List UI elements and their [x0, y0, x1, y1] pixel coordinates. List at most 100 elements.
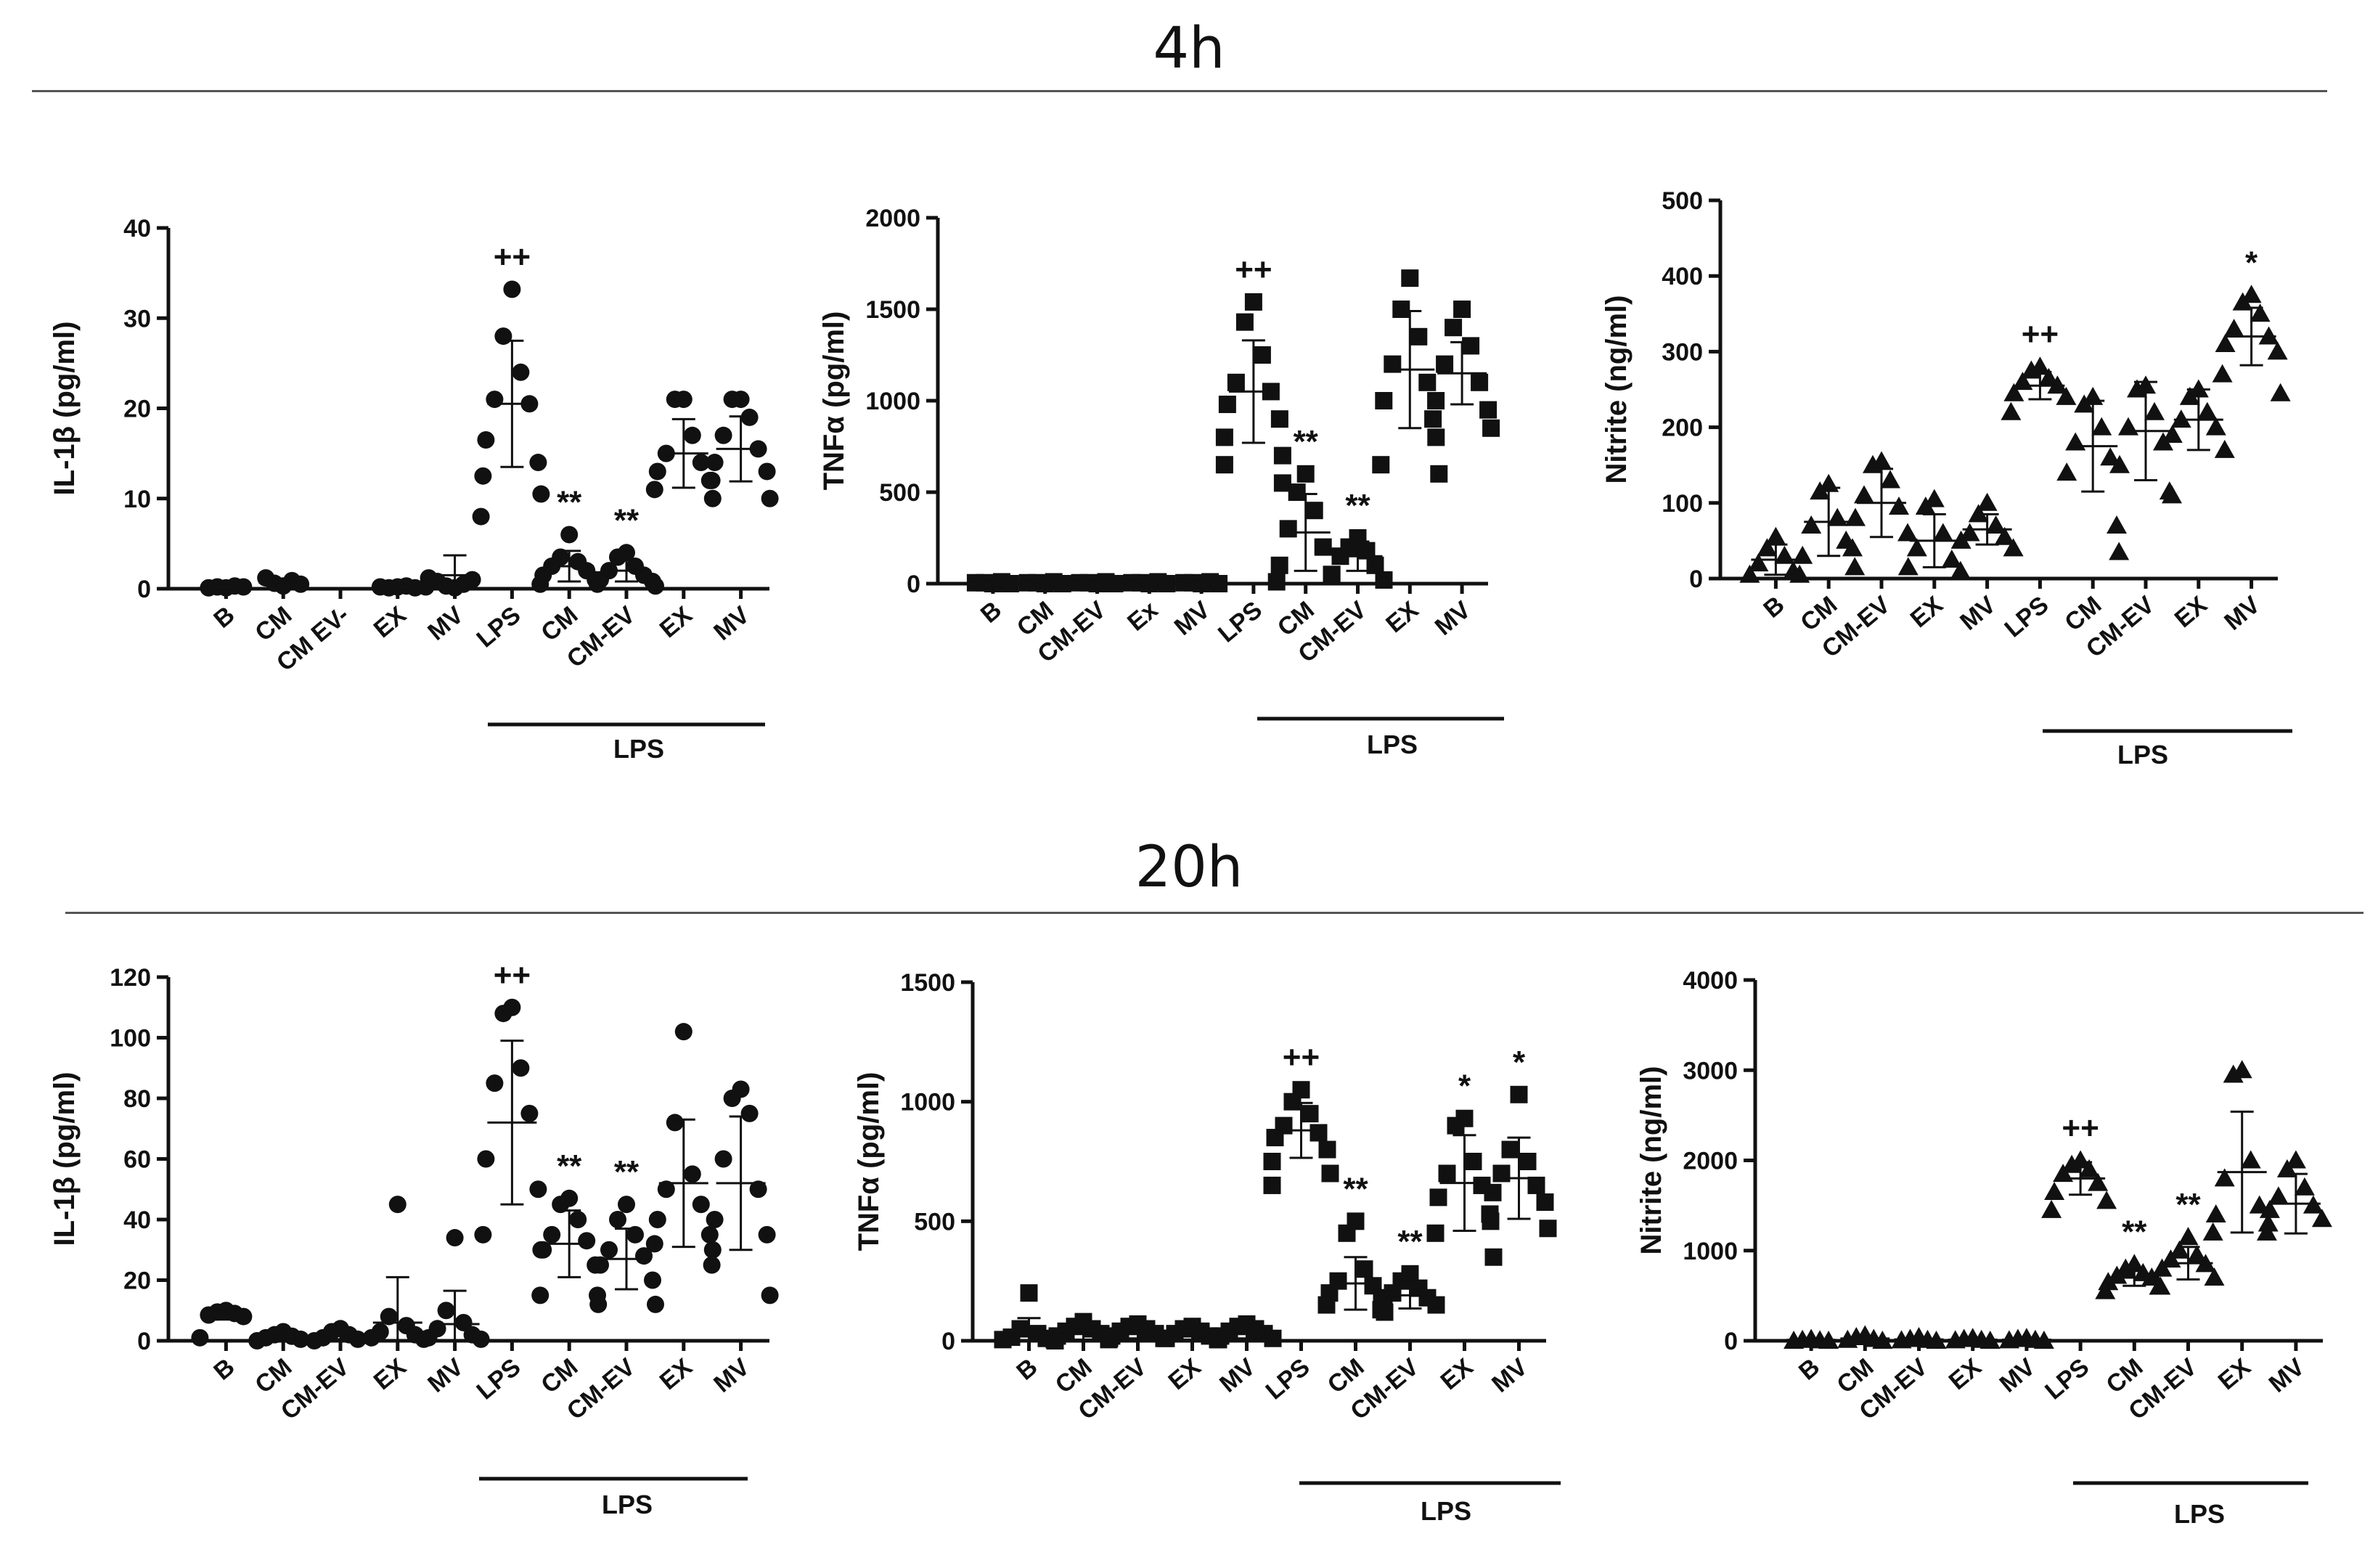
data-point	[1748, 553, 1769, 572]
data-point	[2127, 379, 2147, 398]
significance-label: ++	[1235, 252, 1272, 287]
data-point	[474, 1225, 492, 1244]
y-axis-label: Nitrite (ng/ml)	[1601, 295, 1633, 484]
y-tick-label: 400	[1662, 263, 1703, 290]
x-category-label: B	[976, 596, 1007, 629]
data-point	[2240, 1150, 2261, 1169]
y-tick-label: 4000	[1683, 967, 1738, 995]
data-point	[2115, 1258, 2136, 1277]
data-point	[645, 1235, 663, 1253]
data-point	[2001, 401, 2022, 420]
y-tick-label: 500	[879, 479, 920, 507]
x-category-label: MV	[1995, 1353, 2041, 1398]
data-point	[2041, 1199, 2062, 1218]
data-point	[692, 454, 710, 472]
x-category-label: EX	[369, 601, 412, 643]
data-point	[477, 430, 495, 449]
data-point	[2186, 1244, 2207, 1263]
y-tick-label: 80	[123, 1085, 151, 1113]
y-tick-label: 1000	[865, 388, 920, 415]
data-point	[2152, 1258, 2173, 1277]
data-point	[683, 426, 701, 444]
significance-label: **	[557, 484, 582, 520]
significance-label: ++	[1283, 1040, 1320, 1075]
data-point	[472, 1330, 490, 1348]
y-tick-label: 1000	[900, 1089, 955, 1116]
y-tick-label: 20	[123, 1267, 151, 1295]
data-point	[1427, 1296, 1445, 1314]
data-point	[1462, 337, 1480, 355]
data-point	[1244, 293, 1262, 311]
data-point	[2259, 1199, 2280, 1218]
data-point	[2205, 417, 2226, 436]
data-point	[1842, 538, 1863, 557]
data-point	[2065, 432, 2086, 451]
x-category-label: EX	[369, 1353, 412, 1395]
data-point	[1739, 564, 1760, 583]
data-point	[1810, 481, 1831, 500]
data-point	[1539, 1220, 1557, 1238]
data-point	[1218, 396, 1236, 414]
y-tick-label: 40	[123, 1206, 151, 1234]
data-point	[1536, 1193, 1554, 1211]
data-point	[1897, 523, 1918, 542]
y-tick-label: 60	[123, 1146, 151, 1174]
significance-label: **	[1397, 1224, 1423, 1259]
data-point	[531, 1286, 549, 1304]
data-point	[292, 575, 310, 593]
x-category-label: EX	[1944, 1353, 1987, 1395]
data-point	[503, 280, 521, 298]
data-point	[1020, 1284, 1038, 1302]
x-category-label: MV	[708, 601, 755, 646]
data-point	[1464, 1153, 1482, 1170]
data-point	[2249, 1195, 2270, 1214]
x-category-label: LPS	[471, 601, 526, 653]
group-label: LPS	[602, 1490, 653, 1519]
data-point	[2256, 1222, 2277, 1241]
data-point	[1950, 530, 1972, 549]
data-point	[1994, 526, 2015, 545]
data-point	[1401, 269, 1419, 287]
data-point	[723, 1090, 741, 1107]
y-tick-label: 2000	[1683, 1148, 1738, 1175]
data-point	[494, 1005, 512, 1023]
x-category-label: Ex	[1122, 596, 1163, 637]
significance-label: **	[614, 502, 640, 538]
data-point	[1792, 545, 1813, 564]
data-point	[1372, 456, 1390, 474]
data-point	[532, 485, 550, 503]
data-point	[2162, 425, 2183, 444]
data-point	[2258, 1213, 2279, 1232]
data-point	[2223, 319, 2244, 338]
data-point	[2062, 1154, 2083, 1173]
y-tick-label: 0	[137, 1328, 151, 1355]
data-point	[1941, 549, 1962, 568]
data-point	[703, 471, 721, 489]
data-point	[740, 1104, 759, 1122]
data-point	[2204, 1267, 2225, 1286]
data-point	[1844, 557, 1866, 576]
x-category-label: MV	[1430, 596, 1476, 641]
y-axis-label: Nitrite (ng/ml)	[1635, 1066, 1667, 1255]
data-point	[1527, 1176, 1545, 1194]
significance-label: ++	[2022, 317, 2059, 352]
data-point	[648, 1211, 666, 1228]
data-point	[1314, 538, 1332, 556]
data-point	[512, 1059, 530, 1077]
data-point	[609, 548, 626, 566]
data-point	[2232, 292, 2253, 311]
data-point	[1482, 419, 1500, 437]
data-point	[531, 575, 549, 593]
data-point	[2003, 383, 2024, 401]
data-point	[1267, 573, 1286, 591]
data-point	[703, 489, 722, 507]
data-point	[2267, 341, 2288, 360]
data-point	[1270, 410, 1288, 428]
x-category-label: EX	[2213, 1353, 2256, 1395]
data-point	[1436, 355, 1454, 373]
data-point	[1854, 485, 1874, 504]
group-label: LPS	[2174, 1499, 2225, 1529]
y-tick-label: 1000	[1683, 1238, 1738, 1265]
data-point	[1270, 556, 1288, 574]
data-point	[1263, 1176, 1281, 1194]
